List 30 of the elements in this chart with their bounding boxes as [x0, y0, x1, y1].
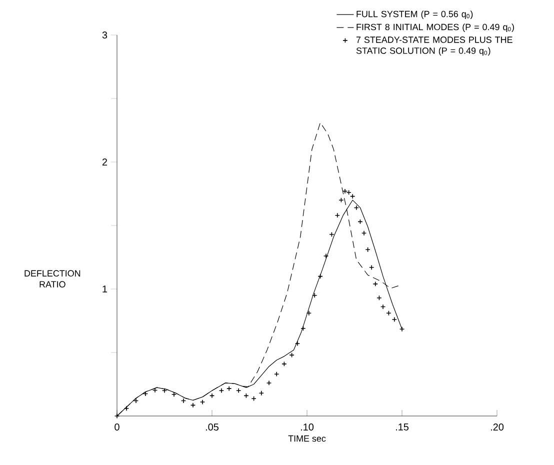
point: [236, 388, 242, 394]
x-tick-label: .15: [396, 424, 409, 430]
x-tick-label: .10: [300, 424, 314, 431]
point: [392, 316, 398, 322]
point: [200, 399, 206, 405]
legend-label: FULL SYSTEM (P = 0.56 q$_{0}$): [356, 10, 473, 19]
point: [294, 341, 300, 346]
legend-label: 7 STEADY-STATE MODES PLUS THE STATIC SOLUTION (P = 0.49 q$_{0}$): [356, 36, 512, 56]
point: [171, 392, 177, 398]
legend-label: FIRST 8 INITIAL MODES (P = 0.49 q$_{0}$): [356, 24, 514, 32]
point: [258, 390, 264, 396]
y-tick-label: 1: [102, 286, 108, 292]
point: [372, 281, 378, 287]
point: [162, 388, 168, 394]
point: [124, 406, 130, 411]
point: [226, 386, 232, 392]
x-tick-label: .05: [206, 424, 219, 431]
point: [218, 388, 224, 394]
y-tick-label: 3: [102, 31, 108, 39]
x-tick-label: .20: [490, 424, 504, 431]
point: [361, 230, 367, 236]
point: [369, 264, 374, 270]
point: [274, 371, 280, 377]
point: [266, 380, 272, 386]
x-tick-label: 0: [114, 424, 120, 431]
y-axis-title: DEFLECTION RATIO: [24, 270, 80, 288]
y-tick-label: 2: [102, 158, 107, 166]
x-axis-title: TIME sec: [288, 435, 326, 442]
point: [323, 253, 329, 259]
point: [306, 310, 312, 316]
